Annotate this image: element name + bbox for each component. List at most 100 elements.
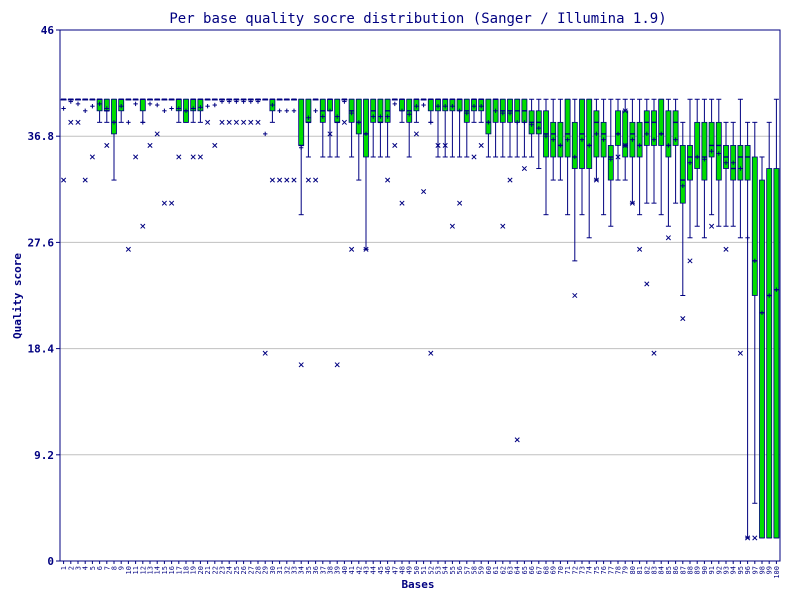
box-base-4 <box>82 98 89 183</box>
outlier-marker <box>651 350 657 356</box>
x-tick-label: 14 <box>154 566 162 574</box>
outlier-marker <box>147 142 153 148</box>
box-base-59 <box>478 98 485 148</box>
iqr-box <box>651 110 657 146</box>
iqr-box <box>737 145 744 181</box>
outlier-marker <box>500 223 506 229</box>
box-base-75 <box>593 98 600 183</box>
iqr-box <box>636 121 643 158</box>
x-tick-label: 5 <box>89 566 97 570</box>
outlier-marker <box>737 350 743 356</box>
outlier-marker <box>255 119 261 125</box>
iqr-box <box>773 168 780 539</box>
outlier-marker <box>68 119 74 125</box>
x-tick-label: 69 <box>550 566 558 574</box>
outlier-marker <box>82 177 88 183</box>
x-tick-label: 57 <box>463 566 471 574</box>
x-tick-label: 74 <box>586 566 594 574</box>
outlier-marker <box>428 350 434 356</box>
x-tick-label: 75 <box>593 566 601 574</box>
x-tick-label: 6 <box>96 566 104 570</box>
x-tick-label: 25 <box>233 566 241 574</box>
box-base-93 <box>723 121 729 252</box>
box-base-85 <box>665 98 672 241</box>
outlier-marker <box>241 119 247 125</box>
iqr-box <box>672 110 679 146</box>
box-base-72 <box>571 98 578 299</box>
x-axis-label: Bases <box>401 578 434 591</box>
box-base-98 <box>759 156 765 539</box>
x-tick-label: 82 <box>643 566 651 574</box>
box-base-7 <box>103 98 110 148</box>
x-tick-label: 34 <box>298 566 306 574</box>
box-base-56 <box>456 98 463 206</box>
chart-title: Per base quality socre distribution (San… <box>169 11 666 27</box>
box-base-60 <box>485 98 492 158</box>
box-base-90 <box>701 98 708 239</box>
outlier-marker <box>435 142 441 148</box>
box-base-2 <box>67 98 74 125</box>
iqr-box <box>139 98 146 112</box>
outlier-marker <box>593 177 599 183</box>
outlier-marker <box>349 246 355 252</box>
x-tick-label: 48 <box>399 566 407 574</box>
box-base-44 <box>370 98 377 158</box>
box-base-54 <box>442 98 449 158</box>
x-tick-label: 38 <box>327 566 335 574</box>
outlier-marker <box>521 165 527 172</box>
y-axis-ticks: 0 9.2 18.4 27.6 36.8 46 <box>28 24 60 568</box>
x-tick-label: 58 <box>471 566 479 574</box>
x-tick-label: 1 <box>60 566 68 570</box>
outlier-marker <box>161 200 167 206</box>
x-tick-label: 89 <box>694 566 702 574</box>
box-base-74 <box>586 98 593 239</box>
x-tick-label: 50 <box>413 566 421 574</box>
box-base-57 <box>463 98 470 158</box>
x-tick-label: 28 <box>255 566 263 574</box>
box-base-27 <box>247 98 254 125</box>
x-tick-label: 44 <box>370 566 378 574</box>
box-base-13 <box>147 98 153 148</box>
x-tick-label: 22 <box>211 566 219 574</box>
x-tick-label: 98 <box>759 566 767 574</box>
outlier-marker <box>226 119 232 125</box>
outlier-marker <box>169 200 175 206</box>
box-base-58 <box>471 98 477 160</box>
outlier-marker <box>572 292 578 299</box>
outlier-marker <box>709 223 715 229</box>
iqr-box <box>679 145 686 204</box>
outlier-marker <box>197 154 203 160</box>
x-tick-label: 70 <box>557 566 565 574</box>
outlier-marker <box>745 535 751 541</box>
x-tick-label: 95 <box>737 566 745 574</box>
x-tick-label: 76 <box>600 566 608 574</box>
x-tick-label: 15 <box>161 566 169 574</box>
box-base-99 <box>766 121 773 539</box>
iqr-box <box>586 98 593 169</box>
x-axis-ticks: 1 2 3 4 5 6 7 8 9 10 11 12 13 14 15 16 17 18 19 20 21 22 23 24 2… <box>60 561 781 579</box>
outlier-marker <box>61 177 67 183</box>
x-tick-label: 13 <box>147 566 155 574</box>
plot-frame <box>59 29 781 562</box>
x-tick-label: 31 <box>276 566 284 574</box>
box-base-48 <box>399 98 405 206</box>
outlier-marker <box>205 119 211 125</box>
box-base-63 <box>507 98 513 183</box>
x-tick-label: 40 <box>341 566 349 574</box>
box-base-68 <box>543 98 549 216</box>
x-tick-label: 8 <box>111 566 119 570</box>
x-tick-label: 35 <box>305 566 313 574</box>
x-tick-label: 91 <box>708 566 716 574</box>
outlier-marker <box>752 535 758 541</box>
x-tick-label: 78 <box>615 566 623 574</box>
box-base-77 <box>607 98 614 227</box>
x-tick-label: 24 <box>226 566 234 574</box>
x-tick-label: 17 <box>175 566 183 574</box>
iqr-box <box>557 121 564 158</box>
box-base-62 <box>499 98 506 229</box>
x-tick-label: 10 <box>125 566 133 574</box>
box-base-83 <box>651 98 657 356</box>
box-base-79 <box>622 98 629 181</box>
iqr-box <box>615 110 621 146</box>
